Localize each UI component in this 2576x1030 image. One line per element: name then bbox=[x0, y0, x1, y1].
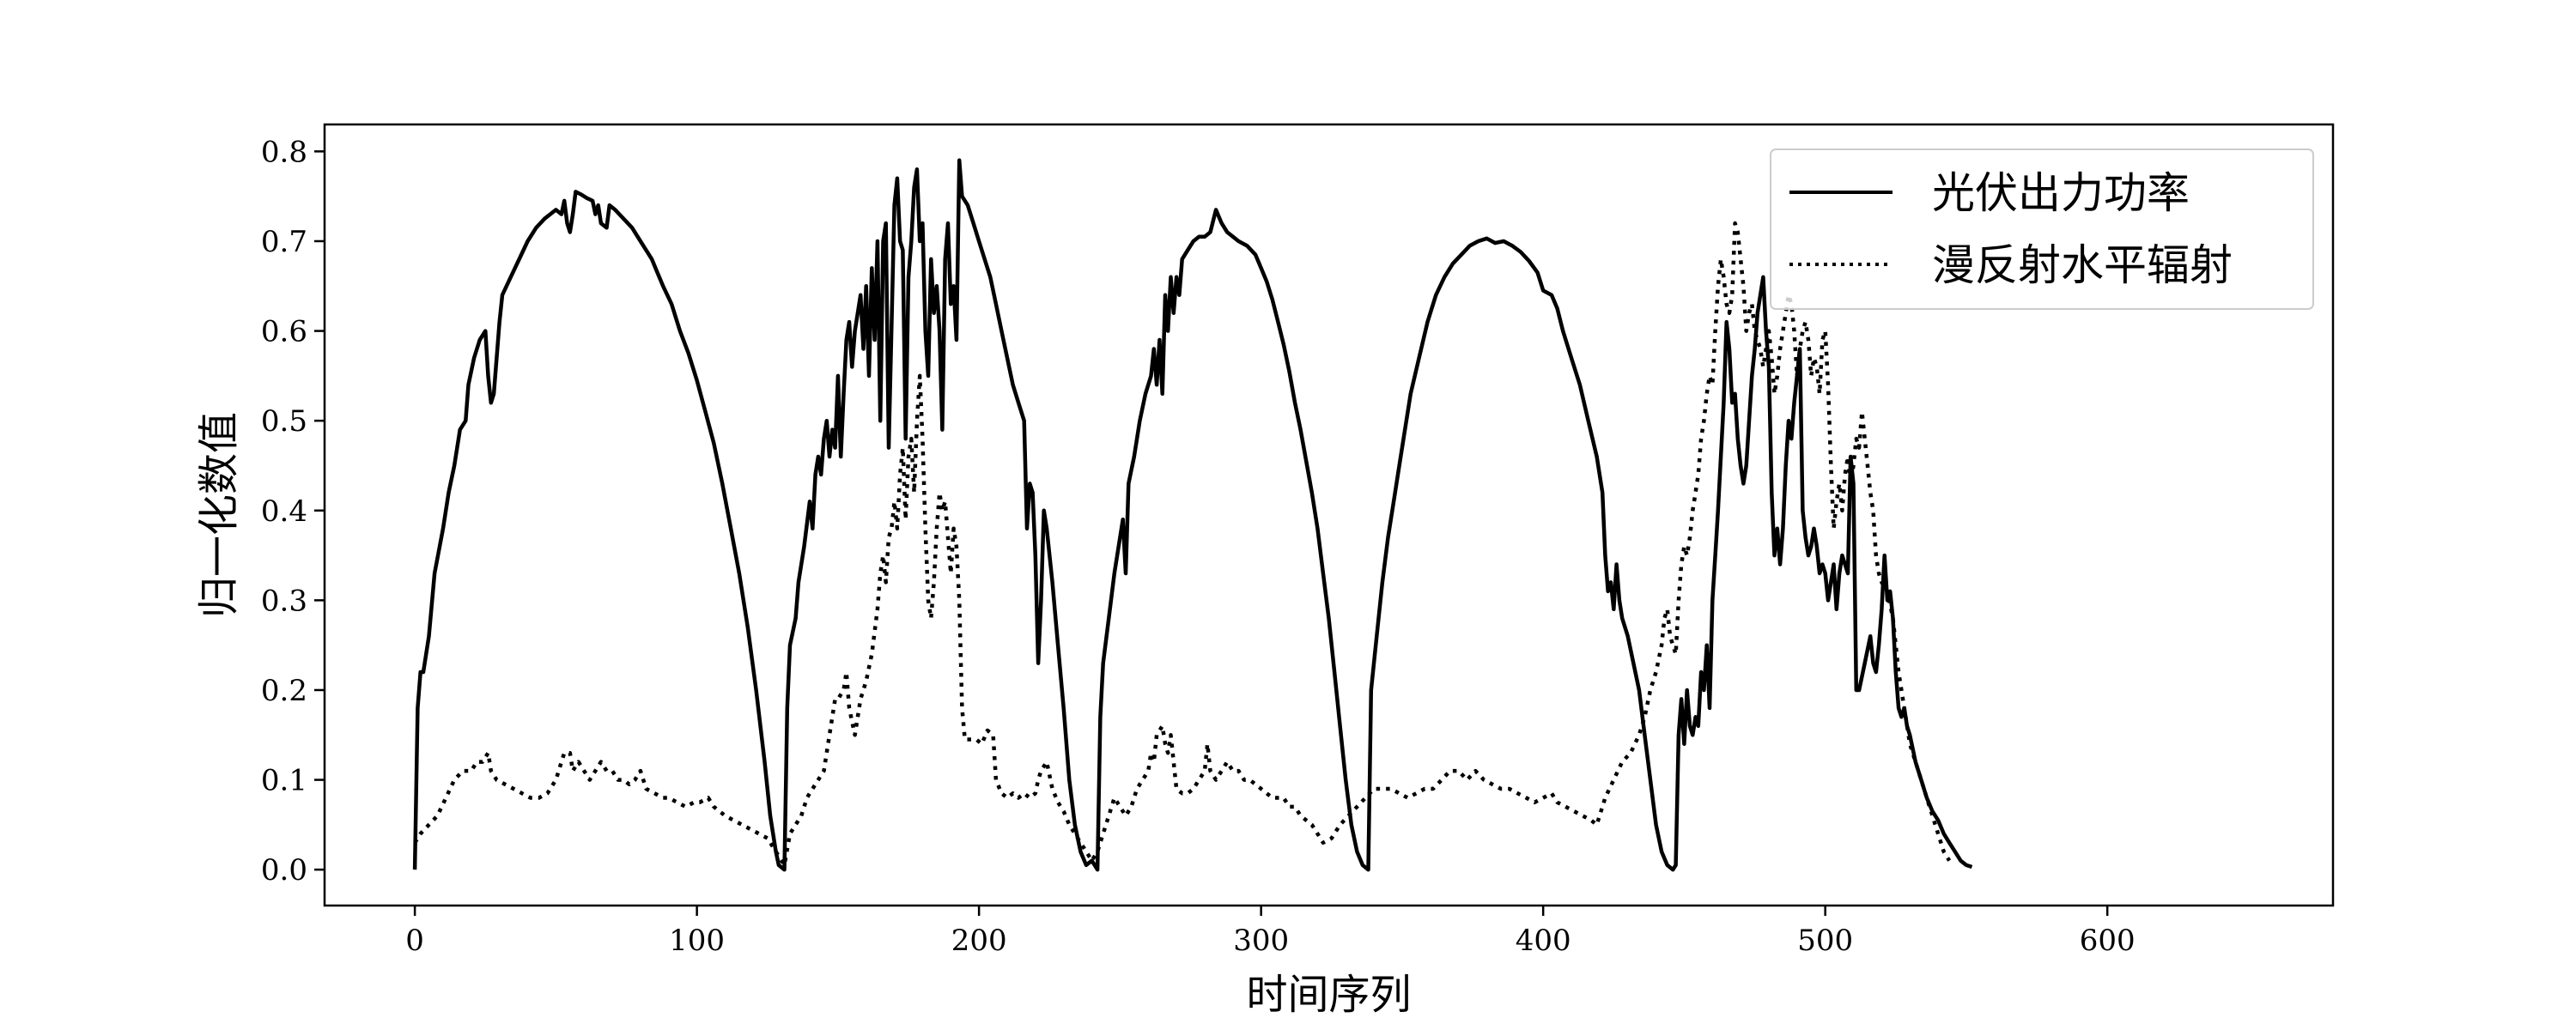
y-tick-label: 0.0 bbox=[261, 853, 307, 888]
legend-box bbox=[1770, 148, 2314, 310]
x-tick-label: 500 bbox=[1797, 924, 1853, 958]
y-tick-label: 0.2 bbox=[261, 674, 307, 708]
x-tick-label: 400 bbox=[1516, 924, 1571, 958]
x-axis-title: 时间序列 bbox=[1246, 971, 1411, 1019]
y-axis-title: 归一化数值 bbox=[195, 412, 243, 618]
legend: 光伏出力功率 漫反射水平辐射 bbox=[1770, 148, 2314, 310]
y-tick-label: 0.8 bbox=[261, 135, 307, 169]
x-tick-label: 600 bbox=[2080, 924, 2136, 958]
y-tick-label: 0.5 bbox=[261, 404, 307, 439]
x-axis-ticks: 0 100 200 300 400 500 600 bbox=[405, 906, 2136, 958]
y-tick-label: 0.4 bbox=[261, 494, 307, 529]
series-line-diffuse-radiation bbox=[413, 221, 1952, 868]
legend-label-pv-power: 光伏出力功率 bbox=[1932, 168, 2190, 218]
x-tick-label: 300 bbox=[1233, 924, 1289, 958]
y-tick-label: 0.1 bbox=[261, 764, 307, 798]
y-tick-label: 0.6 bbox=[261, 315, 307, 349]
legend-label-diffuse-radiation: 漫反射水平辐射 bbox=[1932, 240, 2233, 290]
plot-frame bbox=[323, 123, 2335, 907]
y-axis-ticks: 0.0 0.1 0.2 0.3 0.4 0.5 0.6 0.7 0.8 bbox=[261, 135, 325, 888]
y-tick-label: 0.7 bbox=[261, 225, 307, 259]
series-line-pv-power bbox=[412, 158, 1973, 872]
series-layer bbox=[412, 158, 1973, 872]
x-tick-label: 0 bbox=[405, 924, 424, 958]
x-tick-label: 200 bbox=[951, 924, 1007, 958]
x-tick-label: 100 bbox=[669, 924, 725, 958]
y-tick-label: 0.3 bbox=[261, 584, 307, 618]
